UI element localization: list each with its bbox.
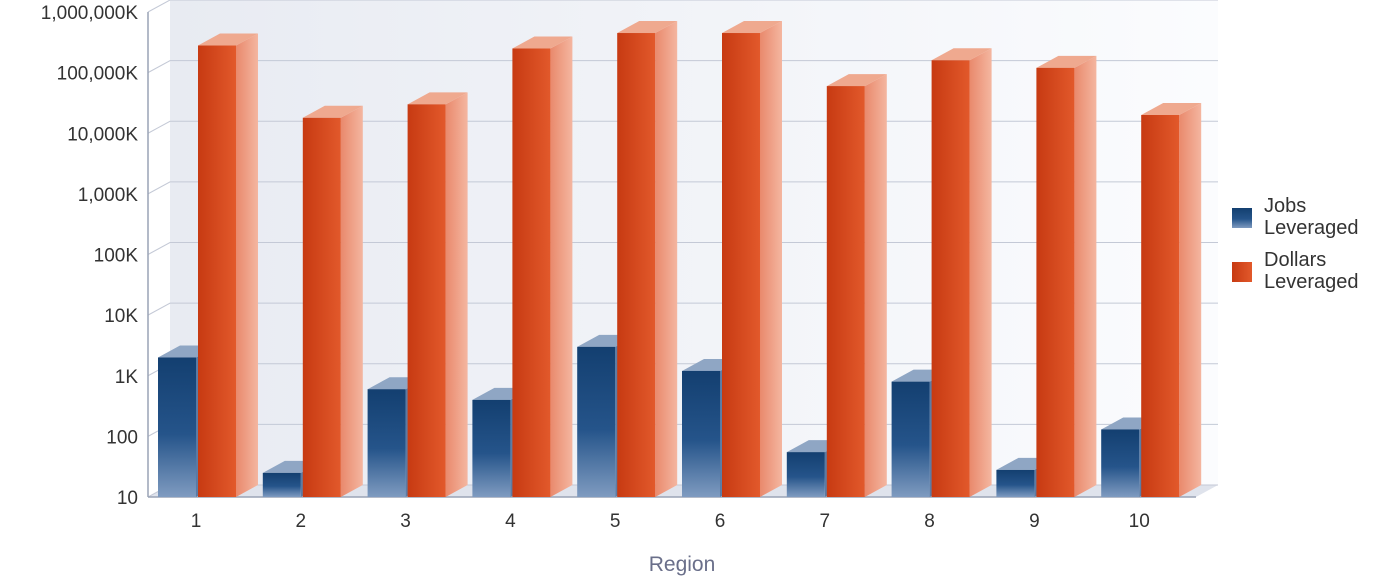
bar-dollars-region-4 xyxy=(512,36,573,498)
bar-front xyxy=(262,472,301,497)
gridline xyxy=(147,60,1218,74)
bar-top xyxy=(302,105,363,118)
bar-top xyxy=(1141,103,1202,116)
bar-front xyxy=(1036,67,1075,497)
bar-front xyxy=(931,60,970,498)
bar-top xyxy=(1036,55,1097,68)
y-tick-label: 10 xyxy=(117,488,138,509)
bar-side xyxy=(1074,55,1097,497)
x-tick-label: 5 xyxy=(610,511,621,532)
bar-front xyxy=(826,86,865,497)
bar-front xyxy=(891,381,930,497)
y-tick-label: 1,000K xyxy=(78,185,139,206)
x-tick-label: 7 xyxy=(820,511,831,532)
bar-front xyxy=(407,104,446,497)
bar-side xyxy=(969,48,992,498)
bar-dollars-region-1 xyxy=(198,33,258,497)
y-tick-label: 10,000K xyxy=(67,124,138,145)
x-tick-label: 9 xyxy=(1029,511,1040,532)
bar-dollars-region-8 xyxy=(931,48,992,498)
bar-front xyxy=(577,346,616,497)
bar-dollars-region-7 xyxy=(826,74,887,497)
bar-front xyxy=(512,48,551,498)
bar-front xyxy=(786,452,825,497)
bar-dollars-region-6 xyxy=(722,21,782,498)
bar-front xyxy=(617,33,656,498)
bar-side xyxy=(760,21,782,498)
bar-dollars-region-9 xyxy=(1036,55,1097,497)
bar-front xyxy=(682,370,720,497)
bar-side xyxy=(550,36,573,498)
x-tick-label: 3 xyxy=(400,511,411,532)
x-tick-label: 10 xyxy=(1129,511,1150,532)
bar-top xyxy=(931,48,992,61)
bar-front xyxy=(198,45,236,497)
legend-label: Leveraged xyxy=(1264,217,1359,239)
bar-front xyxy=(722,33,760,498)
bar-side xyxy=(445,92,468,497)
bar-dollars-region-5 xyxy=(617,21,678,498)
bar-dollars-region-2 xyxy=(302,105,363,497)
legend-label: Jobs xyxy=(1264,195,1306,217)
bar-top xyxy=(407,92,468,105)
legend-label: Dollars xyxy=(1264,249,1326,271)
y-axis-ticks: 10 100 1K 10K 100K 1,000K 10,000K 100,000K 1,000… xyxy=(41,3,139,509)
x-tick-label: 4 xyxy=(505,511,516,532)
x-tick-label: 8 xyxy=(924,511,935,532)
y-tick-label: 100,000K xyxy=(57,64,139,85)
bar-dollars-region-10 xyxy=(1141,103,1202,497)
bar-front xyxy=(472,399,511,497)
y-tick-label: 1K xyxy=(115,367,139,388)
bar-side xyxy=(1179,103,1202,497)
bar-side xyxy=(236,33,258,497)
legend-swatch xyxy=(1232,208,1252,228)
bar-front xyxy=(1101,429,1140,497)
bar-front xyxy=(158,357,196,497)
y-tick-label: 1,000,000K xyxy=(41,3,139,24)
x-tick-label: 1 xyxy=(191,511,202,532)
y-tick-label: 100 xyxy=(106,427,138,448)
bar-side xyxy=(340,105,363,497)
bar-dollars-region-3 xyxy=(407,92,468,497)
bar-front xyxy=(302,117,341,497)
gridline xyxy=(147,0,1218,13)
bar-front xyxy=(1141,115,1180,497)
bars xyxy=(158,21,1202,498)
bar-front xyxy=(367,389,406,497)
legend-label: Leveraged xyxy=(1264,271,1359,293)
bar-top xyxy=(826,74,887,87)
y-tick-label: 10K xyxy=(104,306,138,327)
x-axis-title: Region xyxy=(649,553,716,576)
y-tick-label: 100K xyxy=(94,246,139,267)
bar-side xyxy=(655,21,678,498)
bar-top xyxy=(617,21,678,34)
x-axis-ticks: 1 2 3 4 5 6 7 8 9 10 xyxy=(191,511,1150,532)
bar-front xyxy=(996,469,1035,497)
x-tick-label: 6 xyxy=(715,511,726,532)
x-tick-label: 2 xyxy=(296,511,307,532)
bar-top xyxy=(198,33,258,46)
bar-top xyxy=(722,21,782,34)
bar-side xyxy=(864,74,887,497)
bar-top xyxy=(512,36,573,49)
legend-swatch xyxy=(1232,262,1252,282)
